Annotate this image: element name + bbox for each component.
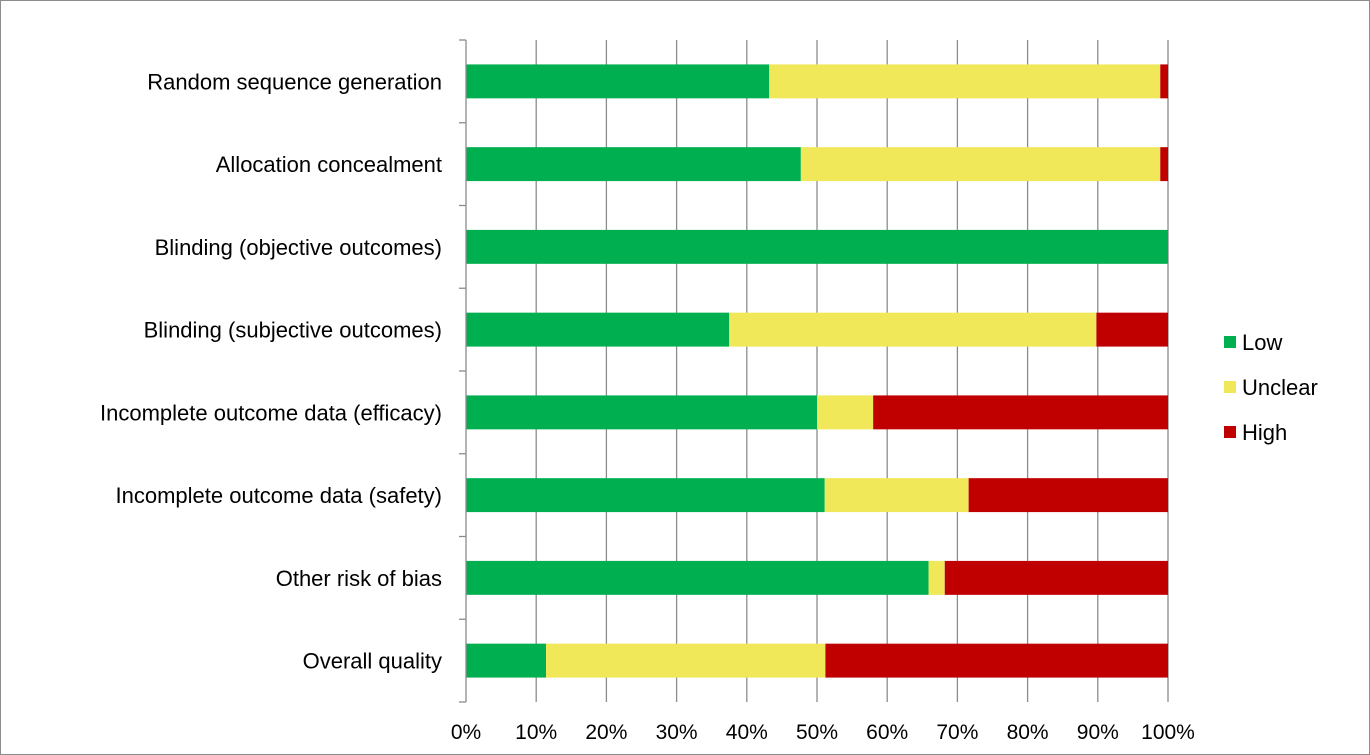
category-label: Incomplete outcome data (efficacy) [100, 400, 442, 425]
category-labels: Random sequence generation Allocation con… [100, 69, 442, 673]
bar-segment-high [1160, 64, 1168, 99]
bar-segment-unclear [800, 147, 1161, 182]
bar-segment-unclear [546, 643, 826, 678]
category-label: Allocation concealment [216, 152, 442, 177]
bar-segment-low [466, 395, 817, 430]
bar-segment-low [466, 312, 730, 347]
category-label: Blinding (subjective outcomes) [144, 318, 442, 343]
legend-swatch-low [1224, 336, 1236, 348]
bar-segment-unclear [729, 312, 1097, 347]
bar-segment-low [466, 147, 801, 182]
bar-segment-low [466, 229, 1168, 264]
x-tick-label: 60% [866, 721, 908, 744]
category-label: Blinding (objective outcomes) [155, 235, 442, 260]
category-label: Random sequence generation [147, 69, 442, 94]
bar-segment-high [873, 395, 1168, 430]
bar-segment-low [466, 478, 825, 513]
legend-swatch-high [1224, 426, 1236, 438]
bar-segment-high [1160, 147, 1168, 182]
bar-segment-high [1096, 312, 1168, 347]
x-tick-label: 90% [1077, 721, 1119, 744]
legend: Low Unclear High [1224, 330, 1318, 445]
bar-segment-high [944, 560, 1168, 595]
category-label: Incomplete outcome data (safety) [116, 483, 443, 508]
x-tick-label: 80% [1007, 721, 1049, 744]
bar-series [466, 64, 1168, 678]
gridlines [535, 40, 1169, 702]
x-tick-label: 10% [515, 721, 557, 744]
x-tick-label: 100% [1141, 721, 1195, 744]
legend-label: High [1242, 420, 1287, 445]
x-tick-label: 0% [451, 721, 481, 744]
bar-segment-unclear [824, 478, 969, 513]
bar-segment-low [466, 643, 547, 678]
bar-segment-low [466, 64, 770, 99]
x-tick-label: 40% [726, 721, 768, 744]
axes [459, 39, 467, 703]
category-label: Other risk of bias [276, 566, 442, 591]
bar-segment-low [466, 560, 929, 595]
category-label: Overall quality [303, 649, 442, 674]
x-tick-labels: 0% 10% 20% 30% 40% 50% 60% 70% 80% 90% 100% [451, 721, 1195, 744]
x-tick-label: 50% [796, 721, 838, 744]
x-tick-label: 70% [936, 721, 978, 744]
bar-segment-high [968, 478, 1168, 513]
legend-swatch-unclear [1224, 381, 1236, 393]
bar-segment-unclear [928, 560, 945, 595]
bar-segment-unclear [769, 64, 1161, 99]
x-tick-label: 30% [656, 721, 698, 744]
bar-segment-high [825, 643, 1168, 678]
bar-segment-unclear [817, 395, 874, 430]
x-tick-label: 20% [585, 721, 627, 744]
legend-label: Low [1242, 330, 1282, 355]
legend-label: Unclear [1242, 375, 1318, 400]
